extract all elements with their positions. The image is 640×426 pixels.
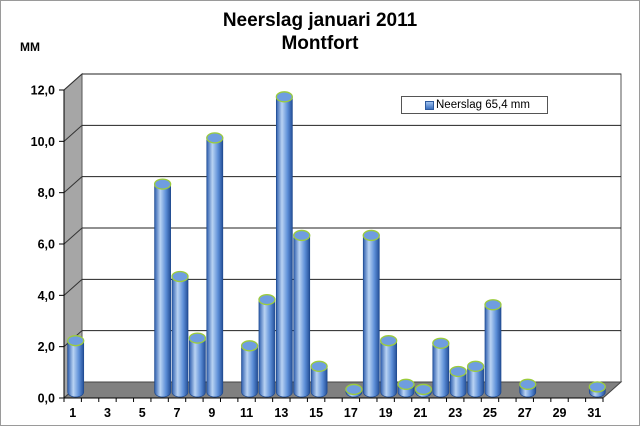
bar-body <box>241 345 258 398</box>
x-tick-label: 11 <box>240 406 253 420</box>
bar <box>414 383 433 398</box>
bar-top <box>171 270 189 283</box>
bar-body <box>449 371 467 398</box>
y-tick-label: 4,0 <box>38 289 55 303</box>
bar-body <box>171 276 189 398</box>
bar <box>432 337 450 398</box>
x-tick-label: 31 <box>587 406 601 420</box>
legend-label: Neerslag 65,4 mm <box>436 99 530 111</box>
bar-top <box>362 229 380 242</box>
bar-top <box>432 337 450 349</box>
bar <box>188 332 207 398</box>
bar-body <box>293 235 311 398</box>
bar-top <box>293 229 311 242</box>
bar <box>171 270 189 398</box>
x-tick-label: 21 <box>413 406 427 420</box>
bar-top <box>67 335 85 347</box>
x-tick-label: 9 <box>208 406 215 420</box>
bar-top <box>240 340 259 352</box>
x-tick-label: 29 <box>553 406 567 420</box>
bar-top <box>275 91 293 103</box>
x-tick-label: 25 <box>483 406 497 420</box>
y-tick-label: 0,0 <box>38 392 55 406</box>
bar <box>275 91 293 398</box>
y-tick-label: 12,0 <box>31 84 55 98</box>
y-tick-label: 6,0 <box>38 238 55 252</box>
bar <box>153 178 172 398</box>
bar-top <box>519 378 537 390</box>
bar <box>293 229 311 398</box>
gridline-side <box>63 278 83 296</box>
bar <box>397 378 415 398</box>
x-tick-label: 17 <box>344 406 358 420</box>
bar-top <box>380 335 398 347</box>
bar-top <box>310 360 328 372</box>
legend: Neerslag 65,4 mm <box>401 96 548 114</box>
bar <box>258 293 276 398</box>
bar <box>206 132 224 398</box>
bar-body <box>258 299 276 398</box>
bar <box>466 360 485 398</box>
bar <box>449 365 467 398</box>
gridline-side <box>63 124 83 142</box>
bar <box>345 383 363 398</box>
bar <box>380 335 398 398</box>
bar-top <box>414 383 433 396</box>
y-tick-label: 10,0 <box>31 135 55 149</box>
x-tick-label: 13 <box>274 406 288 420</box>
chart-subtitle: Montfort <box>281 33 359 54</box>
bar-body <box>154 183 171 398</box>
bar-body <box>432 342 450 398</box>
y-axis-label: MM <box>20 40 40 54</box>
bar-body <box>189 337 206 398</box>
x-tick-label: 19 <box>379 406 393 420</box>
x-tick-label: 3 <box>104 406 111 420</box>
bar-top <box>484 299 502 311</box>
bar <box>240 340 259 398</box>
bar-top <box>188 332 207 344</box>
gridline-side <box>63 176 83 194</box>
y-tick-label: 2,0 <box>38 340 55 354</box>
bar-body <box>362 235 380 398</box>
gridline-side <box>63 73 83 91</box>
y-tick-label: 8,0 <box>38 186 55 200</box>
x-tick-label: 7 <box>174 406 181 420</box>
x-tick-label: 23 <box>448 406 462 420</box>
bar-body <box>67 340 85 398</box>
bar-body <box>275 96 293 398</box>
bar-top <box>258 293 276 306</box>
floor <box>62 381 623 399</box>
bar-body <box>310 365 328 398</box>
bar <box>588 381 606 398</box>
x-tick-label: 15 <box>309 406 323 420</box>
bar <box>362 229 380 398</box>
bar <box>519 378 537 398</box>
x-tick-label: 27 <box>518 406 532 420</box>
chart-title: Neerslag januari 2011 <box>222 10 418 31</box>
gridline-side <box>63 227 83 245</box>
bar-top <box>345 383 363 396</box>
bar-body <box>206 137 224 398</box>
x-tick-label: 1 <box>69 406 76 420</box>
bar <box>67 335 85 398</box>
bar-top <box>588 381 606 393</box>
bar-body <box>484 304 502 398</box>
bar <box>484 299 502 398</box>
bar-body <box>467 365 484 398</box>
bar-body <box>380 340 398 398</box>
bar-top <box>206 132 224 144</box>
bar-top <box>153 178 172 190</box>
bar-top <box>449 365 467 378</box>
legend-swatch <box>425 101 434 110</box>
bar-top <box>397 378 415 390</box>
bar <box>310 360 328 398</box>
bar-top <box>466 360 485 372</box>
x-tick-label: 5 <box>139 406 146 420</box>
